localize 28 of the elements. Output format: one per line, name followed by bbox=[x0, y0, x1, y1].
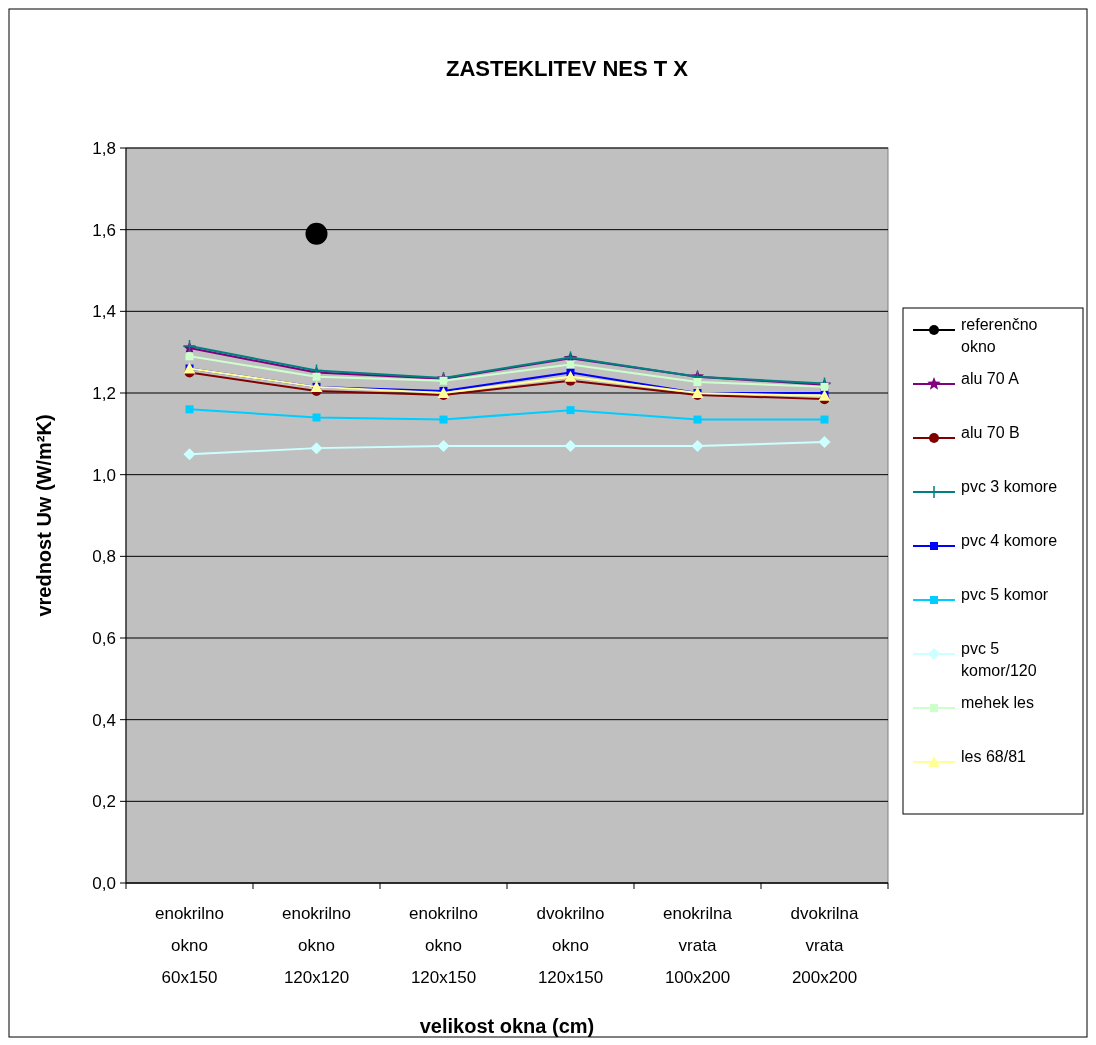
y-tick-label: 1,4 bbox=[92, 302, 116, 322]
legend-label: alu 70 A bbox=[961, 370, 1020, 387]
y-tick-label: 1,8 bbox=[92, 138, 116, 158]
y-tick-label: 1,0 bbox=[92, 465, 116, 485]
legend-label: pvc 3 komore bbox=[961, 478, 1058, 495]
y-tick-label: 0,4 bbox=[92, 710, 116, 730]
legend-label: les 68/81 bbox=[961, 748, 1027, 765]
x-tick-label: dvokrilno okno 120x150 bbox=[536, 904, 605, 987]
x-tick-label: enokrilno okno 120x120 bbox=[282, 904, 351, 987]
legend-label: referenčno okno bbox=[961, 316, 1038, 355]
legend-label: pvc 5 komor/120 bbox=[961, 640, 1037, 679]
y-tick-label: 1,2 bbox=[92, 383, 116, 403]
chart-title: ZASTEKLITEV NES T X bbox=[445, 56, 689, 81]
x-tick-label: enokrilno okno 120x150 bbox=[409, 904, 478, 987]
y-tick-label: 1,6 bbox=[92, 220, 116, 240]
x-tick-label: enokrilno okno 60x150 bbox=[155, 904, 224, 987]
y-tick-label: 0,6 bbox=[92, 628, 116, 648]
y-tick-label: 0,2 bbox=[92, 792, 116, 812]
legend-label: pvc 4 komore bbox=[961, 532, 1058, 549]
x-tick-label: enokrilna vrata 100x200 bbox=[663, 904, 733, 987]
y-tick-label: 0,8 bbox=[92, 547, 116, 567]
y-axis-title: vrednost Uw (W/m²K) bbox=[33, 414, 55, 617]
legend-label: mehek les bbox=[961, 694, 1034, 711]
x-tick-label: dvokrilna vrata 200x200 bbox=[790, 904, 860, 987]
x-axis-title: velikost okna (cm) bbox=[419, 1015, 595, 1037]
legend-label: pvc 5 komor bbox=[961, 586, 1049, 603]
y-tick-label: 0,0 bbox=[92, 873, 116, 893]
legend-label: alu 70 B bbox=[961, 424, 1020, 441]
